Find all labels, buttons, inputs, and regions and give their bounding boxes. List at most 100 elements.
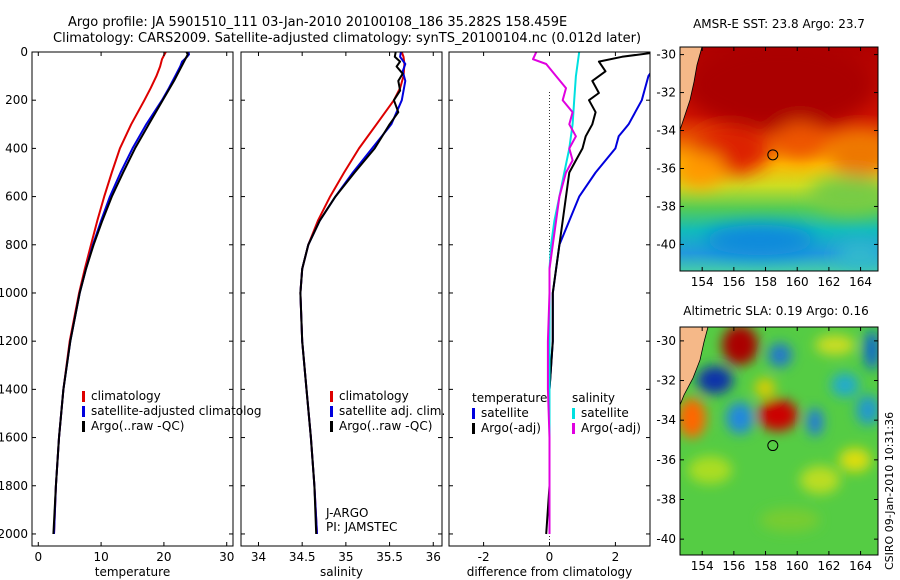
y-tick-label: 0	[20, 45, 28, 59]
series-line-salinity-2	[299, 52, 404, 535]
y-tick-label: 1800	[0, 479, 28, 493]
map-x-tick-label: 164	[849, 559, 872, 573]
map-x-tick-label: 158	[754, 275, 777, 289]
sla-argo-marker	[767, 440, 779, 452]
x-axis-label: difference from climatology	[467, 565, 633, 579]
legend-swatch	[330, 391, 333, 402]
sla-map-title: Altimetric SLA: 0.19 Argo: 0.16	[683, 304, 868, 318]
legend-swatch	[572, 408, 575, 419]
map-y-tick-label: -36	[656, 161, 676, 175]
salinity-profile-panel: 34 34.5 35 35.5 36 salinity climatologysatelli…	[240, 51, 445, 579]
temperature-plot-frame	[31, 51, 234, 547]
x-tick-label: -2	[478, 550, 490, 564]
y-tick-label: 200	[5, 93, 28, 107]
x-tick-label: 35.5	[376, 550, 403, 564]
x-tick-label: 35	[338, 550, 353, 564]
sla-heatmap	[680, 327, 878, 555]
series-line-temperature-1	[53, 52, 190, 535]
map-x-tick-label: 164	[849, 275, 872, 289]
profile-annotation: PI: JAMSTEC	[326, 520, 397, 534]
x-tick-label: 36	[426, 550, 441, 564]
sst-map-title: AMSR-E SST: 23.8 Argo: 23.7	[693, 17, 865, 31]
legend-swatch	[572, 423, 575, 434]
x-tick-label: 0	[546, 550, 554, 564]
y-tick-label: 2000	[0, 527, 28, 541]
y-tick-label: 400	[5, 141, 28, 155]
legend-swatch	[330, 421, 333, 432]
map-x-tick-label: 156	[722, 275, 745, 289]
legend-entry: satellite adj. clim.	[339, 404, 445, 418]
sst-argo-marker	[767, 149, 779, 161]
legend-entry: salinity	[572, 391, 615, 405]
x-tick-label: 34.5	[289, 550, 316, 564]
legend-entry: climatology	[339, 389, 409, 403]
map-y-tick-label: -38	[656, 492, 676, 506]
y-tick-label: 800	[5, 238, 28, 252]
legend-swatch	[82, 421, 85, 432]
sla-map-frame	[679, 326, 879, 556]
x-tick-label: 34	[251, 550, 266, 564]
x-tick-label: 20	[156, 550, 171, 564]
map-x-tick-label: 158	[754, 559, 777, 573]
map-y-tick-label: -34	[656, 413, 676, 427]
salinity-plot-frame	[240, 51, 443, 547]
map-x-tick-label: 156	[722, 559, 745, 573]
x-tick-label: 2	[612, 550, 620, 564]
sst-map-panel: AMSR-E SST: 23.8 Argo: 23.7 154 156 158 160…	[656, 17, 879, 289]
legend-swatch	[82, 391, 85, 402]
side-timestamp-label: CSIRO 09-Jan-2010 10:31:36	[883, 412, 896, 570]
map-y-tick-label: -36	[656, 453, 676, 467]
legend-entry: climatology	[91, 389, 161, 403]
profile-annotation: J-ARGO	[325, 506, 368, 520]
x-tick-label: 0	[34, 550, 42, 564]
series-line-difference-0	[548, 71, 650, 534]
x-tick-label: 30	[219, 550, 234, 564]
map-y-tick-label: -38	[656, 199, 676, 213]
y-tick-label: 1200	[0, 334, 28, 348]
map-x-tick-label: 154	[691, 559, 714, 573]
temperature-profile-panel: 0 200 400 600 800 1000 1200 1400 1600 1800 2000 0 10…	[0, 45, 261, 579]
map-x-tick-label: 162	[817, 275, 840, 289]
x-axis-label: salinity	[320, 565, 363, 579]
map-x-tick-label: 154	[691, 275, 714, 289]
sst-map-frame	[679, 46, 879, 272]
legend-entry: satellite-adjusted climatolog	[91, 404, 261, 418]
legend-entry: Argo(-adj)	[481, 421, 541, 435]
series-line-temperature-2	[52, 52, 189, 535]
map-y-tick-label: -40	[656, 237, 676, 251]
legend-entry: temperature	[472, 391, 547, 405]
series-line-difference-2	[548, 52, 581, 534]
legend-entry: Argo(..raw -QC)	[339, 419, 432, 433]
header-line-2: Climatology: CARS2009. Satellite-adjuste…	[53, 31, 641, 46]
map-y-tick-label: -30	[656, 334, 676, 348]
y-tick-label: 600	[5, 190, 28, 204]
legend-entry: Argo(-adj)	[581, 421, 641, 435]
legend-entry: satellite	[481, 406, 529, 420]
sst-heatmap	[680, 47, 878, 271]
series-line-difference-1	[545, 52, 650, 535]
map-y-tick-label: -34	[656, 124, 676, 138]
header-line-1: Argo profile: JA 5901510_111 03-Jan-2010…	[68, 15, 567, 30]
legend-swatch	[330, 406, 333, 417]
legend-swatch	[82, 406, 85, 417]
map-y-tick-label: -32	[656, 374, 676, 388]
x-axis-label: temperature	[95, 565, 170, 579]
map-x-tick-label: 160	[786, 275, 809, 289]
map-y-tick-label: -32	[656, 86, 676, 100]
legend-entry: Argo(..raw -QC)	[91, 419, 184, 433]
sla-map-panel: Altimetric SLA: 0.19 Argo: 0.16	[656, 304, 879, 573]
y-tick-label: 1400	[0, 382, 28, 396]
legend-entry: satellite	[581, 406, 629, 420]
map-x-tick-label: 160	[786, 559, 809, 573]
series-line-difference-3	[532, 52, 577, 534]
map-x-tick-label: 162	[817, 559, 840, 573]
map-y-tick-label: -40	[656, 532, 676, 546]
map-y-tick-label: -30	[656, 48, 676, 62]
x-tick-label: 10	[93, 550, 108, 564]
legend-swatch	[472, 408, 475, 419]
legend-swatch	[472, 423, 475, 434]
y-tick-label: 1600	[0, 431, 28, 445]
y-tick-label: 1000	[0, 286, 28, 300]
